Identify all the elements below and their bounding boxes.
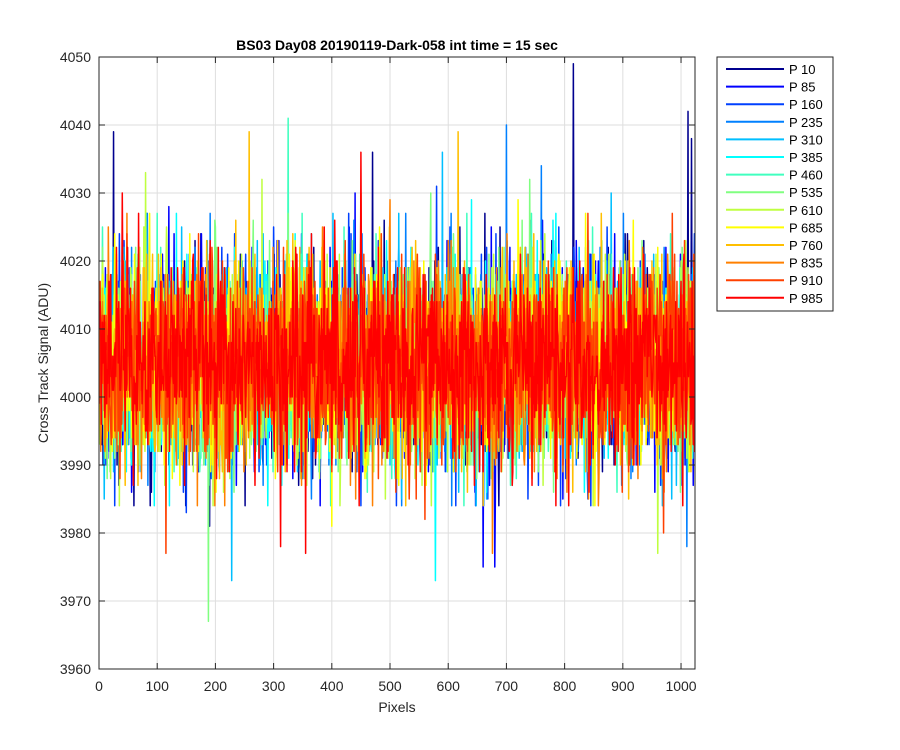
legend-label: P 760 — [789, 238, 823, 253]
chart-title: BS03 Day08 20190119-Dark-058 int time = … — [236, 37, 558, 53]
legend-label: P 10 — [789, 62, 816, 77]
legend-label: P 835 — [789, 256, 823, 271]
y-tick-label: 4010 — [60, 321, 91, 337]
x-tick-label: 400 — [320, 678, 344, 694]
x-tick-label: 600 — [437, 678, 461, 694]
x-tick-label: 0 — [95, 678, 103, 694]
legend-label: P 985 — [789, 291, 823, 306]
legend-label: P 910 — [789, 273, 823, 288]
legend-label: P 535 — [789, 185, 823, 200]
x-tick-label: 800 — [553, 678, 577, 694]
y-tick-label: 4030 — [60, 185, 91, 201]
legend-label: P 235 — [789, 115, 823, 130]
x-tick-label: 300 — [262, 678, 286, 694]
x-tick-label: 900 — [611, 678, 635, 694]
plot-border — [98, 56, 696, 670]
legend: P 10 P 85 P 160 P 235 P 310 P 385 P 460 P 535 P … — [716, 56, 834, 312]
legend-items: P 10 P 85 P 160 P 235 P 310 P 385 P 460 P 535 P … — [726, 62, 823, 306]
legend-label: P 460 — [789, 168, 823, 183]
y-tick-label: 4000 — [60, 389, 91, 405]
series-line — [99, 151, 695, 555]
legend-label: P 160 — [789, 97, 823, 112]
x-tick-label: 1000 — [665, 678, 696, 694]
axis-ticks: 0 100 200 300 400 500 600 700 800 900 1000 3960 3970… — [60, 49, 697, 694]
legend-label: P 610 — [789, 203, 823, 218]
x-tick-label: 700 — [495, 678, 519, 694]
y-tick-label: 3960 — [60, 661, 91, 677]
x-tick-label: 500 — [378, 678, 402, 694]
y-tick-label: 4020 — [60, 253, 91, 269]
x-axis-label: Pixels — [378, 699, 415, 715]
y-tick-label: 3990 — [60, 457, 91, 473]
y-tick-label: 3980 — [60, 525, 91, 541]
legend-label: P 85 — [789, 80, 816, 95]
series-lines — [99, 63, 695, 623]
plot-area: 0 100 200 300 400 500 600 700 800 900 1000 3960 3970… — [60, 49, 697, 694]
y-tick-label: 4050 — [60, 49, 91, 65]
legend-label: P 385 — [789, 150, 823, 165]
y-tick-label: 3970 — [60, 593, 91, 609]
y-tick-label: 4040 — [60, 117, 91, 133]
x-tick-label: 200 — [204, 678, 228, 694]
x-tick-label: 100 — [146, 678, 170, 694]
y-axis-label: Cross Track Signal (ADU) — [35, 283, 51, 443]
legend-box — [716, 56, 834, 312]
legend-label: P 685 — [789, 220, 823, 235]
legend-label: P 310 — [789, 132, 823, 147]
